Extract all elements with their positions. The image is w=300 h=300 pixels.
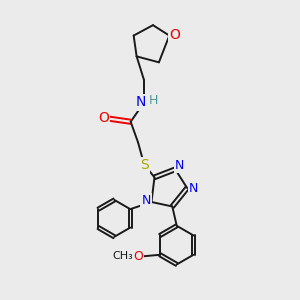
Text: N: N	[135, 95, 146, 110]
Text: O: O	[169, 28, 180, 42]
Text: H: H	[148, 94, 158, 107]
Text: N: N	[189, 182, 198, 194]
Text: O: O	[134, 250, 143, 263]
Text: O: O	[98, 111, 109, 125]
Text: N: N	[141, 194, 151, 207]
Text: CH₃: CH₃	[112, 251, 133, 261]
Text: S: S	[140, 158, 148, 172]
Text: N: N	[175, 159, 184, 172]
